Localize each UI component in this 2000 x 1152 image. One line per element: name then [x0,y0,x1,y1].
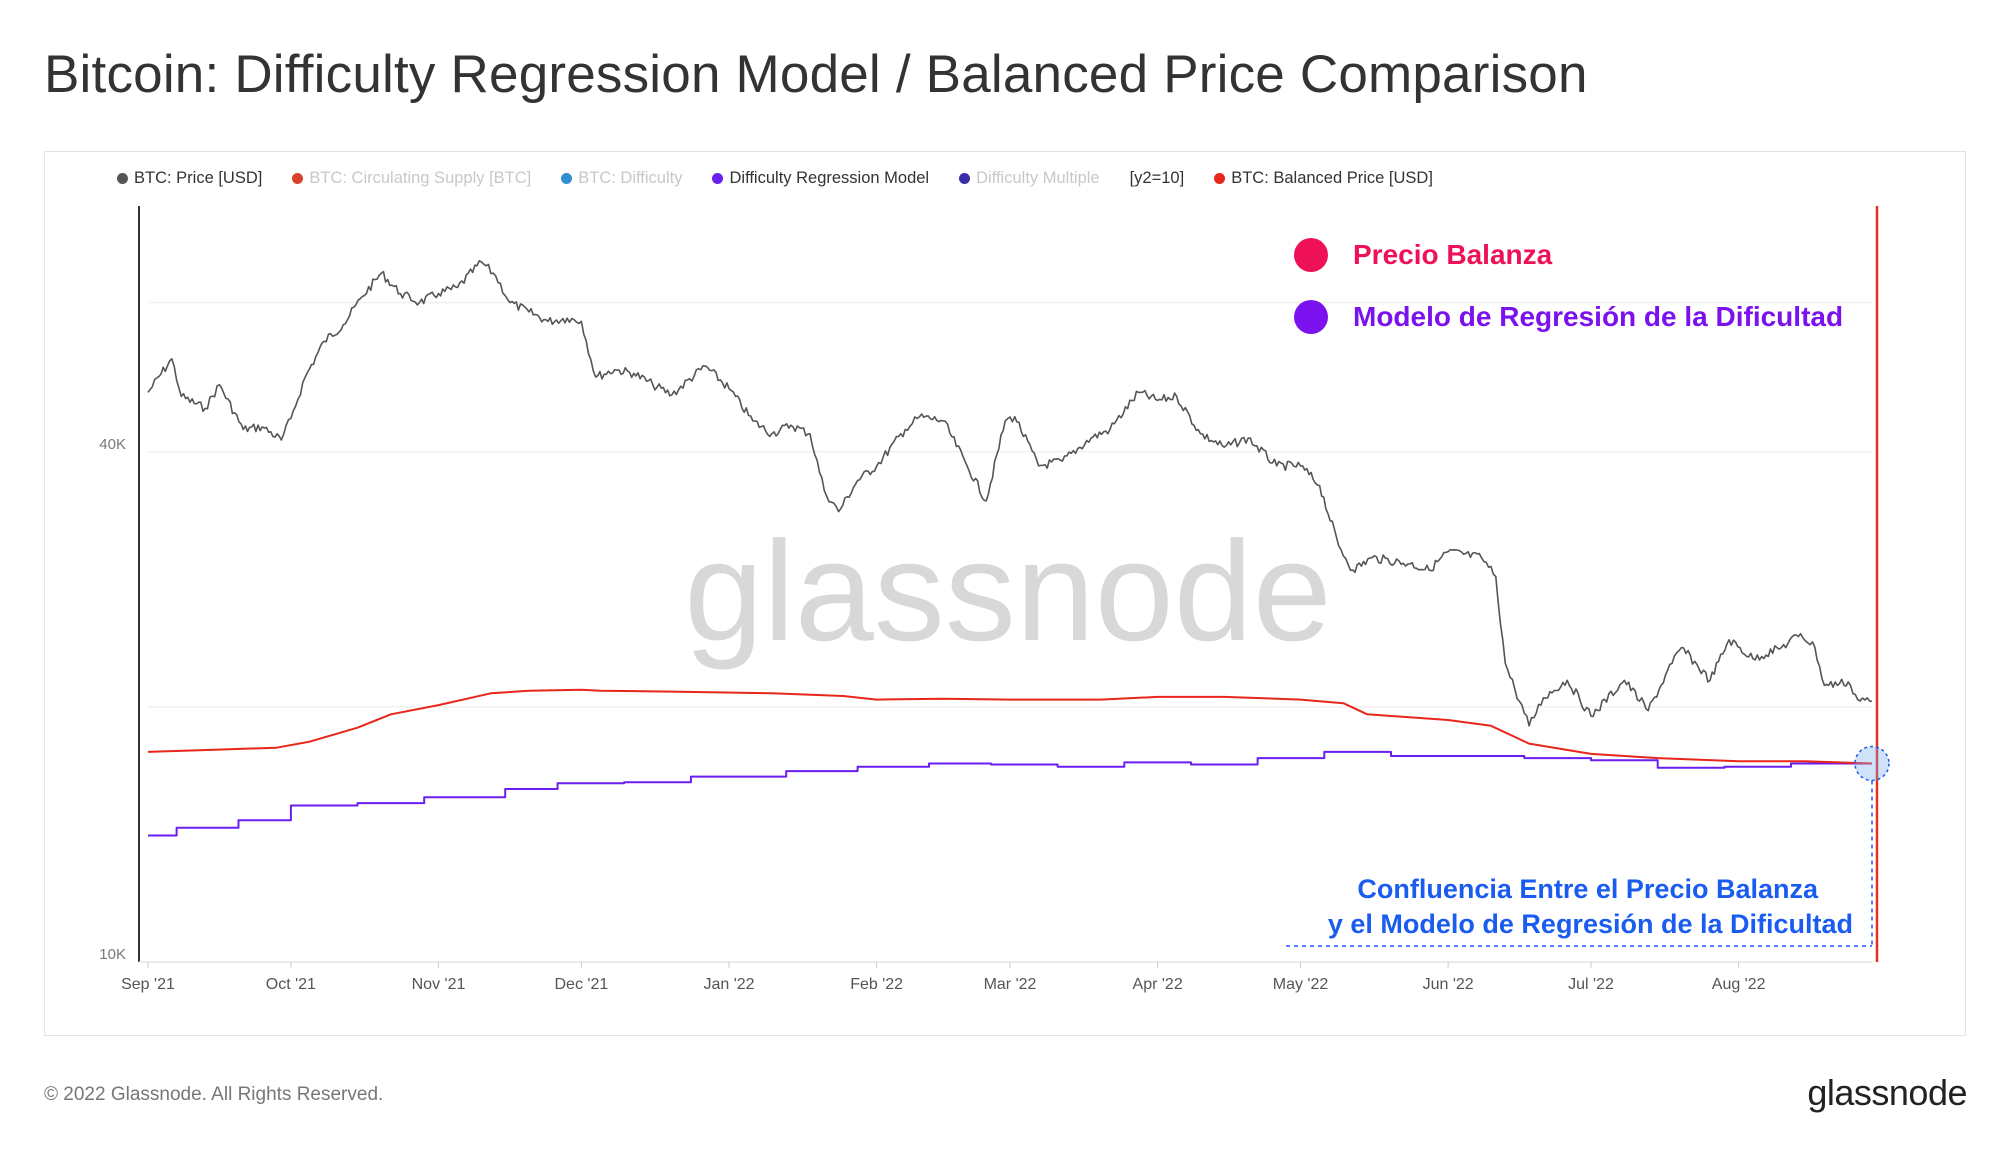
legend-label: Difficulty Multiple [976,168,1100,187]
legend-label: BTC: Balanced Price [USD] [1231,168,1433,187]
series-lines [147,260,1873,837]
watermark-text: glassnode [684,512,1331,671]
legend-label: BTC: Difficulty [578,168,683,187]
legend-item-difficulty-regression[interactable]: Difficulty Regression Model [712,169,929,188]
chart-panel [44,151,1966,1036]
legend-y2-label: [y2=10] [1129,168,1185,187]
confluence-label-line2: y el Modelo de Regresión de la Dificulta… [1328,909,1853,939]
legend-dot-icon [1214,172,1226,184]
legend-item-circulating-supply[interactable]: BTC: Circulating Supply [BTC] [292,169,531,188]
copyright-text: © 2022 Glassnode. All Rights Reserved. [44,1084,384,1105]
y-tick-label: 40K [99,436,126,453]
legend-dot-icon [561,172,573,184]
legend-label: Difficulty Regression Model [729,168,930,187]
x-tick-label: Jul '22 [1568,976,1614,993]
x-tick-label: Dec '21 [555,976,609,993]
y-tick-label: 10K [99,946,126,963]
page-title: Bitcoin: Difficulty Regression Model / B… [44,45,1588,104]
x-tick-label: Nov '21 [412,976,466,993]
modelo-regresion-marker-icon [1294,300,1328,334]
legend-item-difficulty[interactable]: BTC: Difficulty [561,169,682,188]
chart-legend: BTC: Price [USD] BTC: Circulating Supply… [117,168,1463,188]
legend-dot-icon [292,172,304,184]
x-tick-label: May '22 [1273,976,1329,993]
legend-dot-icon [959,172,971,184]
precio-balanza-marker-icon [1294,238,1328,272]
x-tick-label: Jan '22 [703,976,754,993]
legend-dot-icon [712,172,724,184]
btc-balanced-price-usd-line [147,688,1873,765]
x-tick-label: Sep '21 [121,976,175,993]
legend-item-balanced-price[interactable]: BTC: Balanced Price [USD] [1214,169,1433,188]
annotations: Precio Balanza Modelo de Regresión de la… [1286,238,1890,947]
x-tick-label: Apr '22 [1133,976,1183,993]
legend-item-difficulty-multiple[interactable]: Difficulty Multiple [959,168,1100,188]
axes: 40K 10K Sep '21 Oct '21 Nov '21 Dec '21 Jan '2… [99,206,1879,993]
modelo-regresion-label: Modelo de Regresión de la Dificultad [1353,301,1843,332]
legend-dot-icon [117,172,128,184]
difficulty-regression-model-line [148,750,1872,837]
glassnode-logo: glassnode [1807,1072,1967,1113]
legend-label: BTC: Price [USD] [134,168,263,187]
x-tick-label: Mar '22 [984,976,1037,993]
legend-label: BTC: Circulating Supply [BTC] [309,168,532,187]
x-tick-label: Feb '22 [850,976,903,993]
precio-balanza-label: Precio Balanza [1353,239,1553,270]
x-tick-label: Jun '22 [1423,976,1474,993]
legend-item-btc-price[interactable]: BTC: Price [USD] [117,169,262,188]
x-tick-label: Aug '22 [1712,976,1766,993]
btc-price-usd-line [147,260,1873,727]
confluence-label-line1: Confluencia Entre el Precio Balanza [1357,874,1819,904]
x-tick-label: Oct '21 [266,976,316,993]
confluence-highlight-circle [1854,745,1890,782]
